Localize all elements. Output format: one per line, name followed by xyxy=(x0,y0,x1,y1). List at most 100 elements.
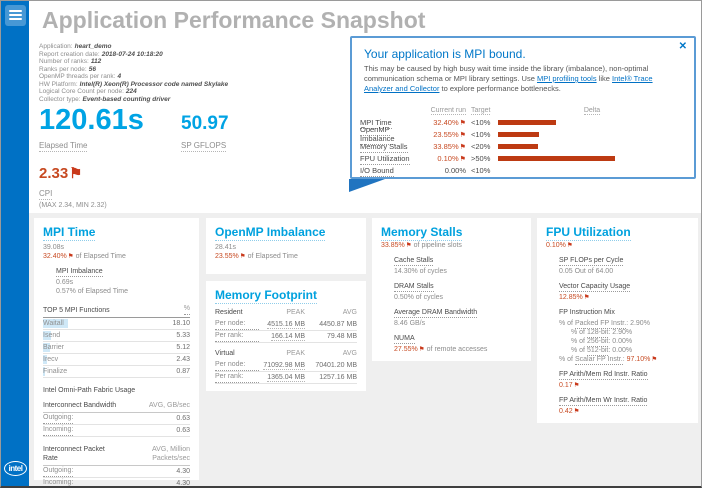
info-row: Collector type: Event-based counting driv… xyxy=(39,95,171,103)
fp-mem-wr-ratio-term[interactable]: FP Arith/Mem Wr Instr. Ratio xyxy=(559,397,648,406)
delta-column-header: Delta xyxy=(583,107,601,115)
mpi-time-term[interactable]: MPI Time xyxy=(360,117,392,129)
delta-bar xyxy=(498,155,615,161)
packed-fp-term[interactable]: Packed FP Instr. xyxy=(574,320,627,329)
bandwidth-table-header: Interconnect Bandwidth AVG, GB/sec xyxy=(43,401,190,413)
mpi-time-card-title[interactable]: MPI Time xyxy=(43,225,96,241)
fpu-item: FP Arith/Mem Rd Instr. Ratio 0.17 xyxy=(559,370,689,390)
fp-mem-rd-ratio-term[interactable]: FP Arith/Mem Rd Instr. Ratio xyxy=(559,371,648,380)
flag-icon xyxy=(67,253,74,260)
info-row: Number of ranks: 112 xyxy=(39,58,102,65)
notification-table-header: Current run Target Delta xyxy=(360,104,688,116)
stalls-item: NUMA 27.55% of remote accesses xyxy=(394,334,522,354)
notification-title: Your application is MPI bound. xyxy=(364,47,526,61)
cpi-value: 2.33 xyxy=(39,165,107,183)
mix-line: % of 256-bit: 0.00% xyxy=(571,338,633,347)
bits-256-term[interactable]: 256-bit xyxy=(586,338,609,347)
packet-rate-table-header: Interconnect Packet Rate AVG, Million Pa… xyxy=(43,445,190,466)
elapsed-time-label[interactable]: Elapsed Time xyxy=(39,141,88,152)
mpi-imbalance-term[interactable]: MPI Imbalance xyxy=(56,268,103,277)
memory-footprint-card: Memory Footprint Resident PEAK AVG Per n… xyxy=(206,281,366,391)
flag-icon xyxy=(573,382,580,389)
outgoing-term[interactable]: Outgoing: xyxy=(43,466,74,477)
incoming-term[interactable]: Incoming: xyxy=(43,478,73,486)
flag-icon xyxy=(459,130,466,139)
application-info: Application: heart_demo Report creation d… xyxy=(39,43,228,103)
sidebar: intel xyxy=(1,1,29,486)
function-usage-bar xyxy=(43,331,51,340)
openmp-imbalance-percent: 23.55% of Elapsed Time xyxy=(215,252,357,261)
per-rank-term[interactable]: Per rank: xyxy=(215,372,259,383)
close-icon[interactable] xyxy=(679,41,687,52)
incoming-term[interactable]: Incoming: xyxy=(43,425,74,436)
flag-icon xyxy=(459,154,466,163)
table-row: Per node: 71092.98 MB 70401.20 MB xyxy=(215,360,357,372)
memory-stalls-card-title[interactable]: Memory Stalls xyxy=(381,225,463,241)
table-row: Per rank: 1365.04 MB 1257.16 MB xyxy=(215,372,357,384)
dram-stalls-term[interactable]: DRAM Stalls xyxy=(394,283,434,292)
mpi-profiling-tools-link[interactable]: MPI profiling tools xyxy=(536,74,597,83)
menu-icon[interactable] xyxy=(5,5,26,26)
trace-analyzer-link[interactable]: Intel® Trace Analyzer and Collector xyxy=(364,74,653,93)
flag-icon xyxy=(573,408,580,415)
per-node-term[interactable]: Per node: xyxy=(215,319,259,330)
notification-metrics-table: Current run Target Delta MPI Time 32.40%… xyxy=(360,104,688,177)
outgoing-term[interactable]: Outgoing: xyxy=(43,413,74,424)
stalls-item: Cache Stalls 14.30% of cycles xyxy=(394,257,447,275)
delta-bar xyxy=(498,131,539,137)
mpi-time-card: MPI Time 39.08s 32.40% of Elapsed Time M… xyxy=(34,218,199,486)
mix-line: % of Packed FP Instr.: 2.90% xyxy=(559,320,650,329)
info-row: Logical Core Count per node: 224 xyxy=(39,88,137,95)
function-usage-bar xyxy=(43,343,50,352)
stalls-item: Average DRAM Bandwidth 8.46 GB/s xyxy=(394,309,478,327)
per-rank-term[interactable]: Per rank: xyxy=(215,331,259,342)
cache-stalls-term[interactable]: Cache Stalls xyxy=(394,257,434,266)
function-usage-bar xyxy=(43,319,68,328)
info-row: OpenMP threads per rank: 4 xyxy=(39,73,122,80)
page-title: Application Performance Snapshot xyxy=(42,7,426,33)
bits-128-term[interactable]: 128-bit xyxy=(586,329,609,338)
flag-icon xyxy=(583,294,590,301)
table-row: Incoming: 4.30 xyxy=(43,478,190,486)
dram-bandwidth-term[interactable]: Average DRAM Bandwidth xyxy=(394,309,478,318)
openmp-imbalance-seconds: 28.41s xyxy=(215,244,237,251)
intel-logo: intel xyxy=(4,461,27,476)
memory-stalls-percent: 33.85% of pipeline slots xyxy=(381,241,522,250)
sp-flops-per-cycle-term[interactable]: SP FLOPs per Cycle xyxy=(559,257,624,266)
flag-icon xyxy=(566,242,573,249)
table-row: MPI Time 32.40% <10% xyxy=(360,116,688,129)
fpu-utilization-card-title[interactable]: FPU Utilization xyxy=(546,225,631,241)
flag-icon xyxy=(405,242,412,249)
io-bound-term[interactable]: I/O Bound xyxy=(360,165,394,177)
flag-icon xyxy=(650,356,657,363)
scalar-fp-term[interactable]: Scalar FP Instr. xyxy=(574,356,623,365)
mpi-bound-notification: Your application is MPI bound. This may … xyxy=(350,36,696,179)
openmp-imbalance-card: OpenMP Imbalance 28.41s 23.55% of Elapse… xyxy=(206,218,366,274)
sp-gflops-metric: 50.97 SP GFLOPS xyxy=(181,113,229,153)
numa-term[interactable]: NUMA xyxy=(394,335,415,344)
sp-gflops-label[interactable]: SP GFLOPS xyxy=(181,141,227,152)
openmp-imbalance-term[interactable]: OpenMP Imbalance xyxy=(360,125,395,145)
per-node-term[interactable]: Per node: xyxy=(215,360,259,371)
table-row: Finalize 0.87 xyxy=(43,366,190,378)
openmp-imbalance-card-title[interactable]: OpenMP Imbalance xyxy=(215,225,326,241)
fpu-item: SP FLOPs per Cycle 0.05 Out of 64.00 xyxy=(559,257,624,275)
fabric-usage-title: Intel Omni-Path Fabric Usage xyxy=(43,387,136,394)
memory-footprint-card-title[interactable]: Memory Footprint xyxy=(215,288,317,304)
footprint-header: Virtual PEAK AVG xyxy=(215,350,357,357)
bits-512-term[interactable]: 512-bit xyxy=(586,347,609,356)
fpu-item: FP Arith/Mem Wr Instr. Ratio 0.42 xyxy=(559,396,689,416)
mpi-time-percent: 32.40% of Elapsed Time xyxy=(43,252,190,261)
mpi-imbalance-percent: 0.57% of Elapsed Time xyxy=(56,288,128,295)
fpu-utilization-term[interactable]: FPU Utilization xyxy=(360,153,410,165)
table-row: Outgoing: 4.30 xyxy=(43,466,190,478)
info-row: Ranks per node: 56 xyxy=(39,65,96,73)
delta-bar xyxy=(498,119,556,125)
vector-capacity-term[interactable]: Vector Capacity Usage xyxy=(559,283,631,292)
table-row: OpenMP Imbalance 23.55% <10% xyxy=(360,125,688,145)
flag-icon xyxy=(239,253,246,260)
cpi-label[interactable]: CPI xyxy=(39,189,53,200)
memory-stalls-term[interactable]: Memory Stalls xyxy=(360,141,408,153)
current-run-column-header: Current run xyxy=(430,107,466,115)
